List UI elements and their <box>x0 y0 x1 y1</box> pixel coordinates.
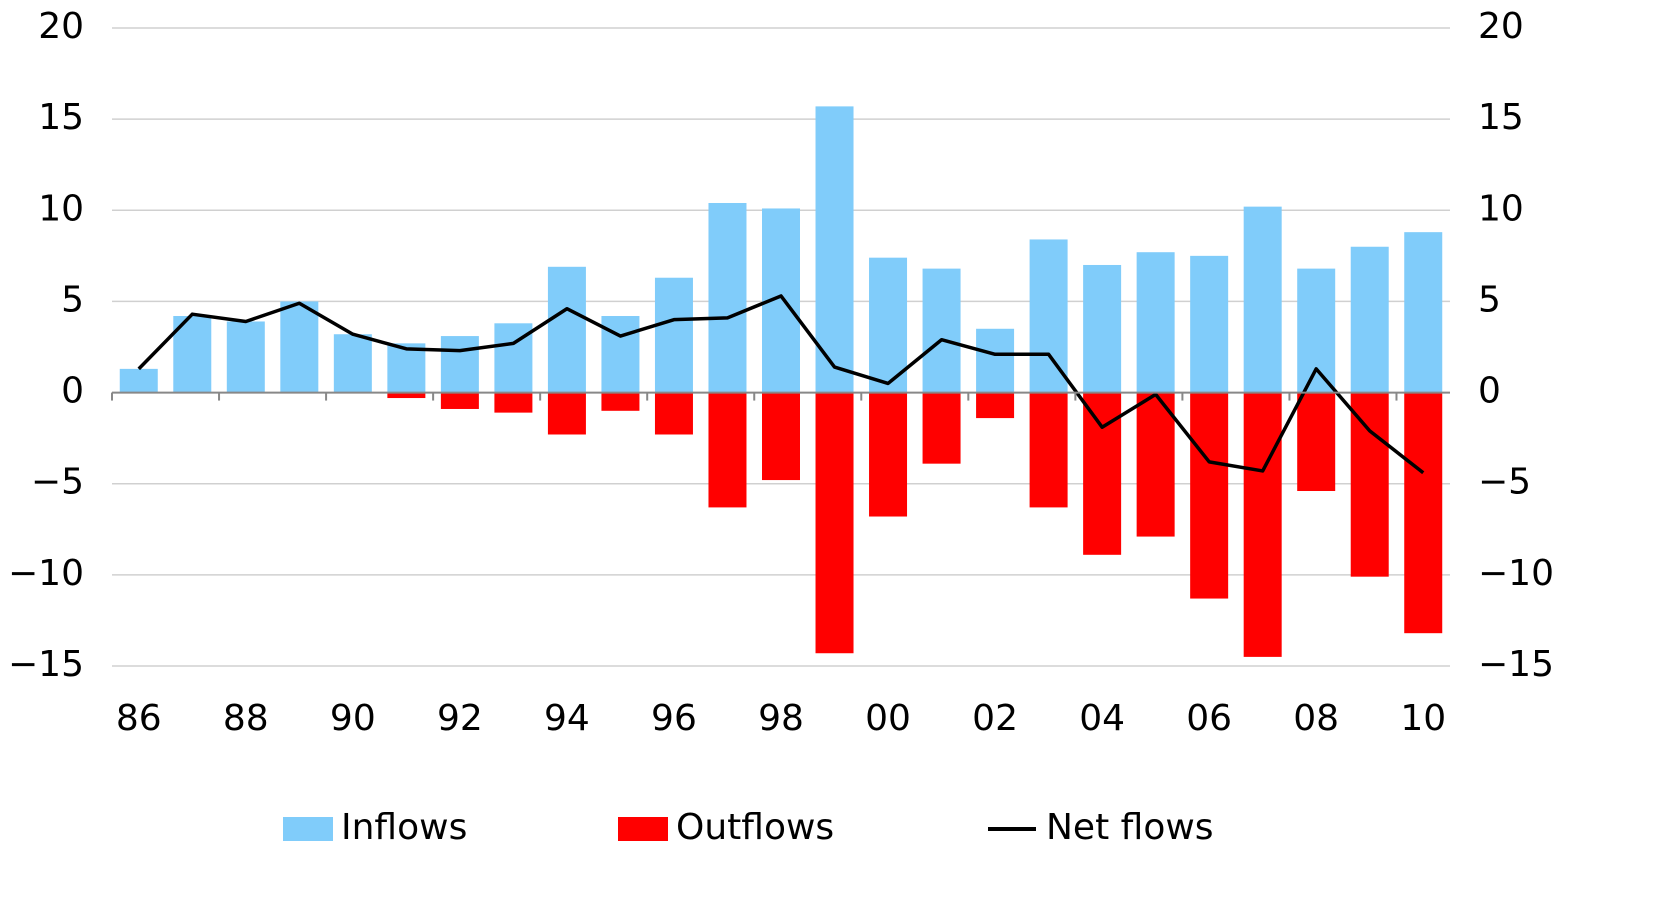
y-tick-label: −10 <box>8 553 84 594</box>
bar <box>815 392 854 654</box>
x-tick-label: 06 <box>1186 698 1232 739</box>
bar <box>708 392 747 508</box>
bar <box>1029 392 1068 508</box>
bar <box>922 392 961 464</box>
bar <box>976 328 1015 393</box>
x-tick-label: 90 <box>330 698 376 739</box>
x-tick-label: 98 <box>758 698 804 739</box>
x-tick-label: 04 <box>1079 698 1125 739</box>
x-tick-label: 86 <box>116 698 162 739</box>
bar <box>226 321 265 393</box>
bar <box>1136 252 1175 393</box>
bar <box>1190 255 1229 393</box>
bar <box>1297 268 1336 393</box>
bar <box>333 334 372 393</box>
bar <box>1243 392 1282 657</box>
y-tick-label: −15 <box>8 644 84 685</box>
y2-tick-label: 0 <box>1478 371 1501 412</box>
y-tick-label: 0 <box>61 371 84 412</box>
bar <box>869 257 908 393</box>
bar <box>494 392 533 413</box>
bar <box>387 343 426 393</box>
y2-tick-label: 10 <box>1478 188 1524 229</box>
y2-tick-label: −10 <box>1478 553 1554 594</box>
legend-label: Net flows <box>1046 807 1214 848</box>
line <box>137 294 1425 475</box>
x-tick-label: 92 <box>437 698 483 739</box>
bar <box>1190 392 1229 599</box>
y2-tick-label: −15 <box>1478 644 1554 685</box>
bar <box>1136 392 1175 537</box>
x-tick-label: 96 <box>651 698 697 739</box>
bar <box>1029 239 1068 393</box>
bar <box>440 336 479 393</box>
y2-tick-label: 5 <box>1478 279 1501 320</box>
bar <box>119 368 158 393</box>
x-tick-label: 10 <box>1400 698 1446 739</box>
bar <box>815 106 854 393</box>
y-tick-label: 5 <box>61 279 84 320</box>
bar <box>1404 232 1443 393</box>
y2-tick-label: 20 <box>1478 6 1524 47</box>
bar <box>440 392 479 409</box>
x-tick-label: 88 <box>223 698 269 739</box>
bar <box>1350 392 1389 577</box>
x-tick-label: 02 <box>972 698 1018 739</box>
bar <box>547 392 586 435</box>
legend-swatch <box>618 817 668 841</box>
bar <box>1297 392 1336 492</box>
legend-label: Inflows <box>341 807 467 848</box>
bar <box>280 301 319 393</box>
bar <box>1404 392 1443 634</box>
bar <box>1083 264 1122 393</box>
bar <box>547 266 586 393</box>
bar <box>654 277 693 393</box>
bar <box>654 392 693 435</box>
bar <box>708 202 747 393</box>
y2-tick-label: 15 <box>1478 97 1524 138</box>
bar <box>387 392 426 399</box>
y-tick-label: 20 <box>38 6 84 47</box>
y2-tick-label: −5 <box>1478 462 1531 503</box>
x-tick-label: 94 <box>544 698 590 739</box>
x-tick-label: 00 <box>865 698 911 739</box>
bar <box>1350 246 1389 393</box>
legend-label: Outflows <box>676 807 834 848</box>
bar <box>922 268 961 393</box>
bar <box>1083 392 1122 555</box>
bar <box>762 392 800 481</box>
bar <box>601 392 640 411</box>
bar <box>1243 206 1282 393</box>
legend-swatch <box>283 817 333 841</box>
y-tick-label: −5 <box>31 462 84 503</box>
bar <box>976 392 1015 419</box>
x-tick-label: 08 <box>1293 698 1339 739</box>
bar <box>869 392 908 517</box>
y-tick-label: 15 <box>38 97 84 138</box>
y-tick-label: 10 <box>38 188 84 229</box>
